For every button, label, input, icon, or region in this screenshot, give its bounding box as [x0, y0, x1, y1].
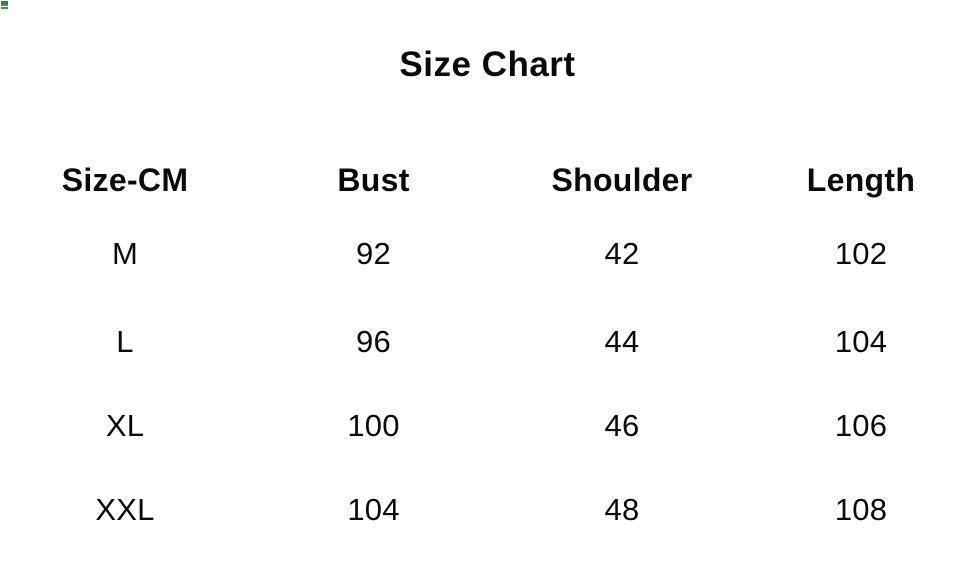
cell-shoulder: 46 [604, 408, 640, 443]
cell-length: 102 [834, 236, 888, 271]
table-row: XXL 104 48 108 [0, 468, 975, 552]
corner-artifact [1, 1, 8, 10]
cell-bust: 100 [347, 408, 400, 443]
cell-size: L [116, 324, 134, 359]
cell-shoulder: 44 [604, 324, 640, 359]
cell-bust: 96 [356, 324, 391, 359]
cell-size: M [111, 236, 139, 271]
cell-shoulder: 48 [604, 492, 640, 527]
cell-length: 104 [834, 324, 888, 359]
cell-bust: 104 [347, 492, 400, 527]
cell-shoulder: 42 [604, 236, 640, 271]
table-row: XL 100 46 106 [0, 384, 975, 468]
page-title: Size Chart [399, 45, 576, 84]
column-header-bust: Bust [337, 161, 410, 198]
cell-length: 106 [834, 408, 888, 443]
cell-bust: 92 [356, 236, 391, 271]
table-row: L 96 44 104 [0, 300, 975, 384]
cell-size: XL [105, 408, 145, 443]
column-header-size: Size-CM [61, 161, 189, 198]
table-header: Size-CM Bust Shoulder Length [0, 152, 975, 208]
column-header-shoulder: Shoulder [551, 161, 693, 198]
size-chart-table: Size-CM Bust Shoulder Length M 92 42 102… [0, 152, 975, 552]
table-body: M 92 42 102 L 96 44 104 XL 100 46 106 XX… [0, 208, 975, 552]
table-row: M 92 42 102 [0, 208, 975, 300]
column-header-length: Length [806, 161, 916, 198]
cell-size: XXL [95, 492, 155, 527]
table-header-row: Size-CM Bust Shoulder Length [0, 152, 975, 208]
cell-length: 108 [834, 492, 888, 527]
